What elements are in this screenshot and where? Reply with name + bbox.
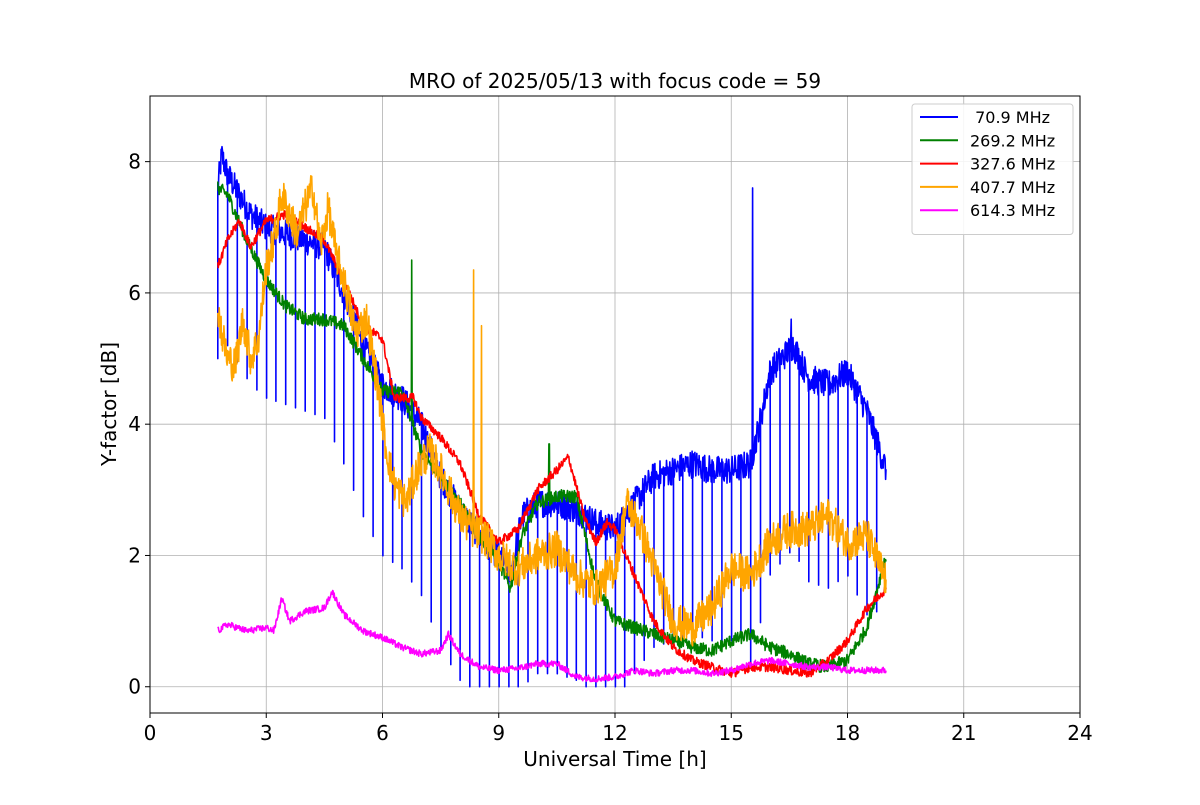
y-tick-label: 2 <box>128 543 141 567</box>
series-line <box>217 181 887 673</box>
legend-box <box>911 103 1074 235</box>
y-tick-label: 8 <box>128 150 141 174</box>
legend: 70.9 MHz 269.2 MHz 327.6 MHz 407.7 MHz 614.3… <box>911 103 1074 235</box>
legend-label: 269.2 MHz <box>970 131 1055 150</box>
series-line <box>217 145 887 688</box>
series-line <box>217 589 887 683</box>
legend-label: 327.6 MHz <box>970 155 1055 174</box>
x-tick-label: 9 <box>492 721 505 745</box>
x-axis-label: Universal Time [h] <box>523 747 706 771</box>
x-tick-label: 24 <box>1067 721 1092 745</box>
x-tick-label: 0 <box>144 721 157 745</box>
legend-label: 614.3 MHz <box>970 201 1055 220</box>
x-tick-label: 3 <box>260 721 273 745</box>
chart-title: MRO of 2025/05/13 with focus code = 59 <box>409 69 821 93</box>
x-tick-label: 6 <box>376 721 389 745</box>
y-tick-label: 4 <box>128 412 141 436</box>
series-layer <box>217 145 887 688</box>
series-line <box>217 175 887 647</box>
x-tick-label: 12 <box>602 721 627 745</box>
series-line <box>217 209 887 678</box>
legend-label: 70.9 MHz <box>970 108 1050 127</box>
x-tick-label: 15 <box>719 721 744 745</box>
legend-label: 407.7 MHz <box>970 178 1055 197</box>
y-tick-label: 6 <box>128 281 141 305</box>
y-tick-label: 0 <box>128 675 141 699</box>
y-axis-label: Y-factor [dB] <box>97 342 121 467</box>
x-tick-label: 21 <box>951 721 976 745</box>
x-tick-label: 18 <box>835 721 860 745</box>
